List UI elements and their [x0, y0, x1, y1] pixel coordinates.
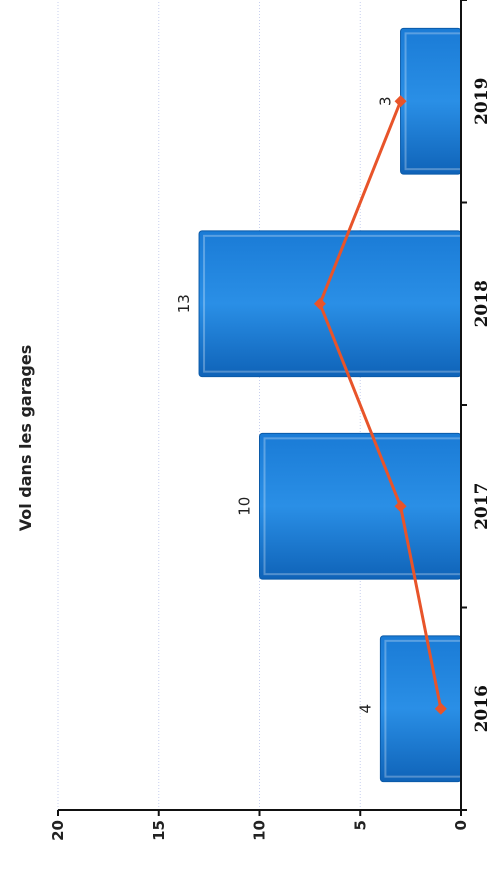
bar: [400, 27, 462, 175]
category-label: 2018: [472, 280, 492, 327]
value-tick-label: 20: [49, 820, 67, 841]
value-tick-label: 0: [452, 820, 470, 830]
category-label: 2019: [472, 78, 492, 125]
bar: [198, 230, 462, 378]
bar: [379, 635, 462, 783]
bar: [259, 432, 462, 580]
data-label: 10: [236, 497, 254, 516]
line-path: [318, 100, 443, 710]
category-label: 2016: [472, 685, 492, 732]
category-labels: 2016 2017 2018 2019: [472, 78, 492, 733]
data-label: 13: [175, 294, 193, 313]
line-series: [313, 95, 447, 715]
line-point: [434, 702, 447, 715]
value-tick-labels: 0 5 10 15 20: [49, 810, 470, 841]
line-point: [394, 95, 407, 108]
bars: [198, 27, 463, 783]
value-tick-label: 15: [150, 820, 168, 841]
line-point: [313, 297, 326, 310]
line-point: [394, 500, 407, 513]
chart-title: Vol dans les garages: [16, 345, 35, 531]
data-label: 4: [356, 704, 374, 714]
value-tick-label: 5: [351, 820, 369, 830]
grid: [57, 0, 361, 810]
data-label: 3: [377, 96, 395, 106]
category-label: 2017: [472, 483, 492, 530]
value-tick-label: 10: [251, 820, 269, 841]
data-labels: 4 10 13 3: [175, 96, 394, 713]
